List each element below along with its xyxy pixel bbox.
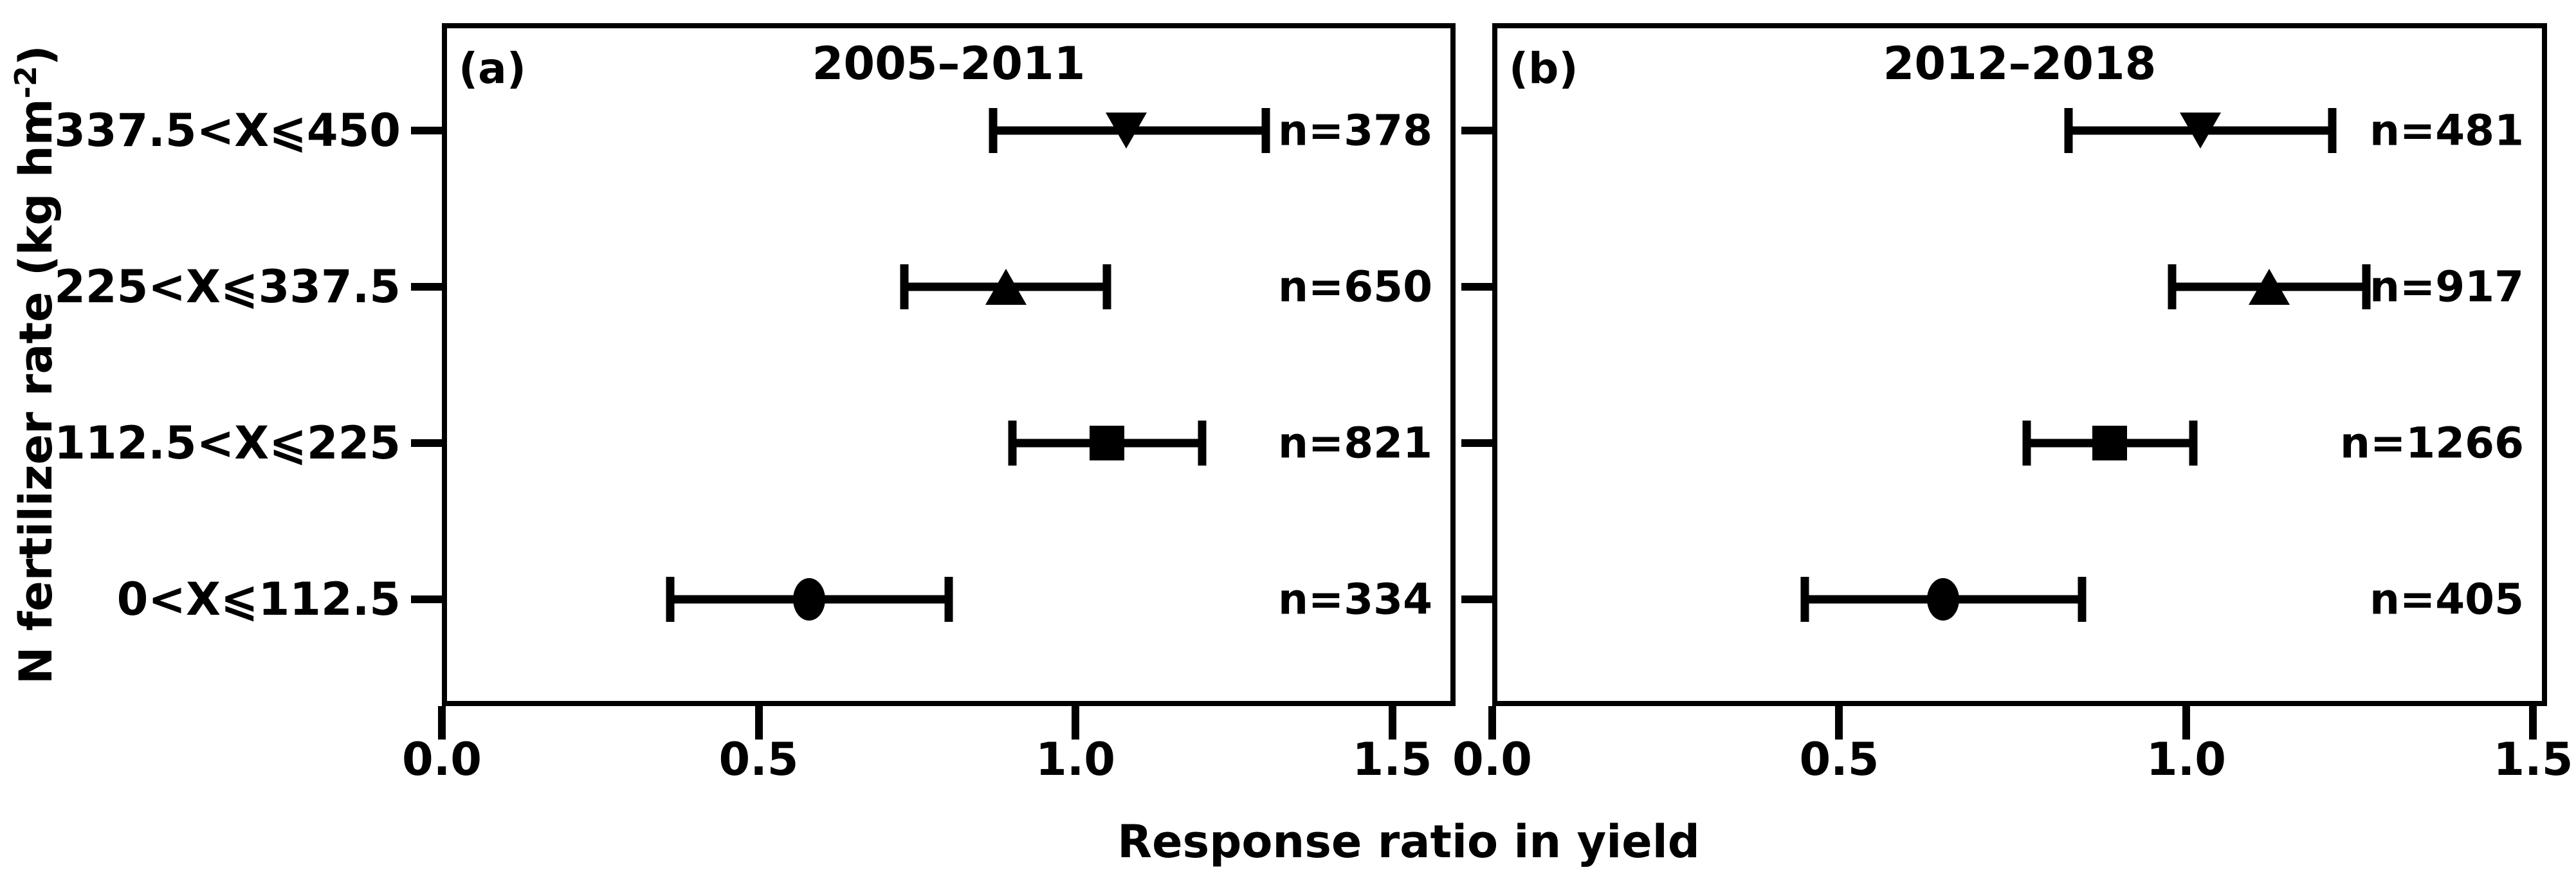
error-bar-cap-high [1198, 421, 1207, 466]
square-marker [2092, 426, 2128, 460]
x-axis-tick [754, 706, 763, 740]
x-axis-tick [438, 706, 446, 740]
y-axis-tick [411, 595, 442, 603]
y-axis-title-text: N fertilizer rate (kg hm [10, 98, 63, 685]
sample-size-label: n=378 [1277, 105, 1432, 156]
x-axis-tick-label: 1.5 [1352, 733, 1432, 786]
y-axis-tick [1461, 439, 1492, 447]
y-axis-category-label: 0<X⩽112.5 [116, 573, 401, 626]
triangle-down-marker [1105, 113, 1147, 149]
x-axis-tick [1488, 706, 1496, 740]
panel-title: 2005–2011 [812, 37, 1086, 90]
error-bar-cap-high [2189, 421, 2198, 466]
sample-size-label: n=821 [1277, 418, 1432, 468]
x-axis-title: Response ratio in yield [1117, 815, 1700, 868]
error-bar-cap-low [666, 577, 675, 622]
panel-b-box [1492, 23, 2547, 706]
error-bar-cap-low [1008, 421, 1016, 466]
x-axis-tick [1835, 706, 1843, 740]
error-bar-cap-high [2078, 577, 2087, 622]
x-axis-tick-label: 0.0 [401, 733, 482, 786]
error-bar-cap-low [989, 108, 998, 153]
x-axis-tick-label: 0.0 [1452, 733, 1533, 786]
panel-corner-label: (a) [459, 44, 526, 93]
error-bar-cap-low [1800, 577, 1809, 622]
y-axis-category-label: 337.5<X⩽450 [54, 104, 401, 157]
x-axis-tick-label: 1.0 [1035, 733, 1116, 786]
y-axis-tick [1461, 595, 1492, 603]
error-bar-cap-high [1102, 264, 1111, 309]
panel-title: 2012–2018 [1883, 37, 2157, 90]
x-axis-tick-label: 1.0 [2146, 733, 2226, 786]
error-bar-cap-low [2022, 421, 2031, 466]
sample-size-label: n=405 [2369, 574, 2524, 624]
triangle-down-marker [2179, 113, 2221, 149]
error-bar-cap-high [1261, 108, 1270, 153]
y-axis-tick [411, 127, 442, 134]
square-marker [1090, 426, 1125, 460]
x-axis-tick [1388, 706, 1396, 740]
y-axis-category-label: 225<X⩽337.5 [54, 260, 401, 313]
y-axis-title-close: ) [10, 45, 63, 66]
circle-marker [793, 578, 826, 621]
error-bar-cap-high [2328, 108, 2337, 153]
error-bar-cap-low [900, 264, 909, 309]
error-bar-cap-high [2362, 264, 2371, 309]
triangle-up-marker [985, 269, 1027, 305]
y-axis-tick [411, 283, 442, 291]
y-axis-tick [1461, 283, 1492, 291]
x-axis-tick-label: 0.5 [718, 733, 799, 786]
x-axis-tick-label: 0.5 [1799, 733, 1879, 786]
sample-size-label: n=334 [1277, 574, 1432, 624]
panel-corner-label: (b) [1509, 44, 1578, 93]
sample-size-label: n=650 [1277, 262, 1432, 312]
x-axis-tick [2529, 706, 2537, 740]
y-axis-title-superscript: -2 [8, 66, 43, 99]
y-axis-tick [1461, 127, 1492, 134]
error-bar-cap-low [2064, 108, 2073, 153]
x-axis-tick [2182, 706, 2190, 740]
error-bar-cap-low [2168, 264, 2177, 309]
sample-size-label: n=1266 [2340, 418, 2524, 468]
sample-size-label: n=917 [2369, 262, 2524, 312]
circle-marker [1927, 578, 1960, 621]
error-bar-cap-high [944, 577, 953, 622]
y-axis-category-label: 112.5<X⩽225 [54, 417, 401, 469]
sample-size-label: n=481 [2369, 105, 2524, 156]
x-axis-tick [1072, 706, 1079, 740]
x-axis-tick-label: 1.5 [2493, 733, 2573, 786]
triangle-up-marker [2249, 269, 2290, 305]
y-axis-tick [411, 439, 442, 447]
